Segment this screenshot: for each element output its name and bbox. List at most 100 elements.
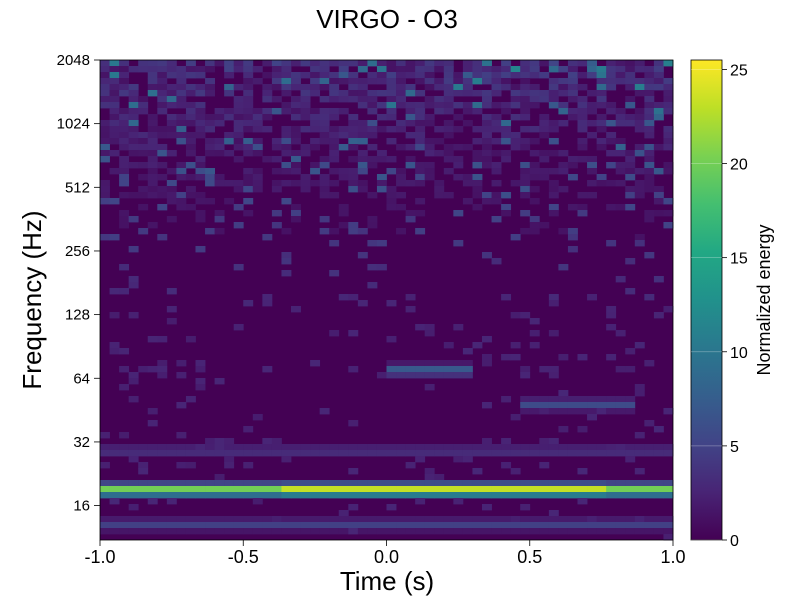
heatmap-cell <box>405 372 416 379</box>
heatmap-cell <box>281 102 292 109</box>
heatmap-cell <box>138 480 149 487</box>
heatmap-cell <box>424 102 435 109</box>
heatmap-cell <box>138 144 149 151</box>
heatmap-cell <box>653 210 664 217</box>
heatmap-cell <box>462 486 473 493</box>
heatmap-cell <box>462 528 473 535</box>
heatmap-cell <box>606 402 617 409</box>
heatmap-cell <box>510 354 521 361</box>
heatmap-cell <box>147 222 158 229</box>
heatmap-cell <box>243 300 254 307</box>
heatmap-cell <box>367 522 378 529</box>
heatmap-cell <box>157 144 168 151</box>
heatmap-cell <box>185 444 196 451</box>
heatmap-cell <box>510 480 521 487</box>
heatmap-cell <box>453 360 464 367</box>
heatmap-cell <box>510 114 521 121</box>
heatmap-cell <box>596 396 607 403</box>
heatmap-cell <box>119 222 130 229</box>
heatmap-cell <box>462 360 473 367</box>
heatmap-cell <box>587 450 597 457</box>
heatmap-cell <box>376 450 387 457</box>
heatmap-cell <box>386 102 397 109</box>
heatmap-cell <box>577 120 588 127</box>
heatmap-cell <box>625 456 636 463</box>
heatmap-cell <box>281 126 292 133</box>
heatmap-cell <box>615 396 626 403</box>
heatmap-cell <box>348 132 359 139</box>
heatmap-cell <box>357 132 368 139</box>
heatmap-cell <box>291 96 301 103</box>
heatmap-cell <box>482 192 492 199</box>
heatmap-cell <box>176 72 187 79</box>
heatmap-cell <box>644 186 655 193</box>
heatmap-cell <box>577 204 588 211</box>
heatmap-cell <box>319 108 330 115</box>
heatmap-cell <box>606 444 617 451</box>
heatmap-cell <box>424 138 435 145</box>
heatmap-cell <box>138 468 149 475</box>
heatmap-cell <box>663 444 674 451</box>
heatmap-cell <box>396 180 406 187</box>
heatmap-cell <box>224 492 235 499</box>
heatmap-cell <box>157 132 168 139</box>
heatmap-cell <box>367 240 378 247</box>
heatmap-cell <box>310 84 321 91</box>
heatmap-cell <box>510 96 521 103</box>
heatmap-cell <box>271 528 282 535</box>
heatmap-cell <box>472 522 483 529</box>
heatmap-cell <box>415 60 426 67</box>
heatmap-cell <box>138 138 149 145</box>
heatmap-cell <box>214 150 225 157</box>
heatmap-cell <box>625 204 636 211</box>
colorbar-label: Normalized energy <box>754 224 774 375</box>
heatmap-cell <box>520 402 531 409</box>
heatmap-cell <box>224 150 235 157</box>
heatmap-cell <box>348 420 359 427</box>
heatmap-cell <box>462 144 473 151</box>
heatmap-cell <box>472 72 483 79</box>
heatmap-cell <box>596 126 607 133</box>
heatmap-cell <box>119 132 130 139</box>
heatmap-cell <box>300 72 311 79</box>
heatmap-cell <box>166 450 177 457</box>
heatmap-cell <box>424 468 435 475</box>
heatmap-cell <box>548 486 559 493</box>
heatmap-cell <box>271 60 282 67</box>
heatmap-cell <box>157 72 168 79</box>
heatmap-cell <box>214 120 225 127</box>
heatmap-cell <box>281 258 292 265</box>
heatmap-cell <box>100 192 110 199</box>
heatmap-cell <box>482 60 492 67</box>
heatmap-cell <box>262 438 273 445</box>
heatmap-cell <box>271 180 282 187</box>
heatmap-cell <box>644 120 655 127</box>
heatmap-cell <box>482 144 492 151</box>
heatmap-cell <box>291 210 301 217</box>
heatmap-cell <box>367 264 378 271</box>
heatmap-cell <box>653 528 664 535</box>
heatmap-cell <box>520 96 531 103</box>
heatmap-cell <box>348 114 359 121</box>
heatmap-cell <box>224 486 235 493</box>
heatmap-cell <box>415 138 426 145</box>
heatmap-cell <box>166 186 177 193</box>
heatmap-cell <box>367 528 378 535</box>
heatmap-cell <box>300 102 311 109</box>
heatmap-cell <box>529 138 540 145</box>
heatmap-cell <box>367 120 378 127</box>
heatmap-cell <box>491 528 502 535</box>
heatmap-cell <box>319 174 330 181</box>
heatmap-cell <box>634 384 645 391</box>
heatmap-cell <box>386 198 397 205</box>
heatmap-cell <box>119 492 130 499</box>
heatmap-cell <box>329 180 340 187</box>
heatmap-cell <box>625 492 636 499</box>
heatmap-cell <box>376 180 387 187</box>
heatmap-cell <box>157 444 168 451</box>
heatmap-cell <box>482 78 492 85</box>
heatmap-cell <box>348 156 359 163</box>
heatmap-cell <box>606 204 617 211</box>
heatmap-cell <box>166 192 177 199</box>
